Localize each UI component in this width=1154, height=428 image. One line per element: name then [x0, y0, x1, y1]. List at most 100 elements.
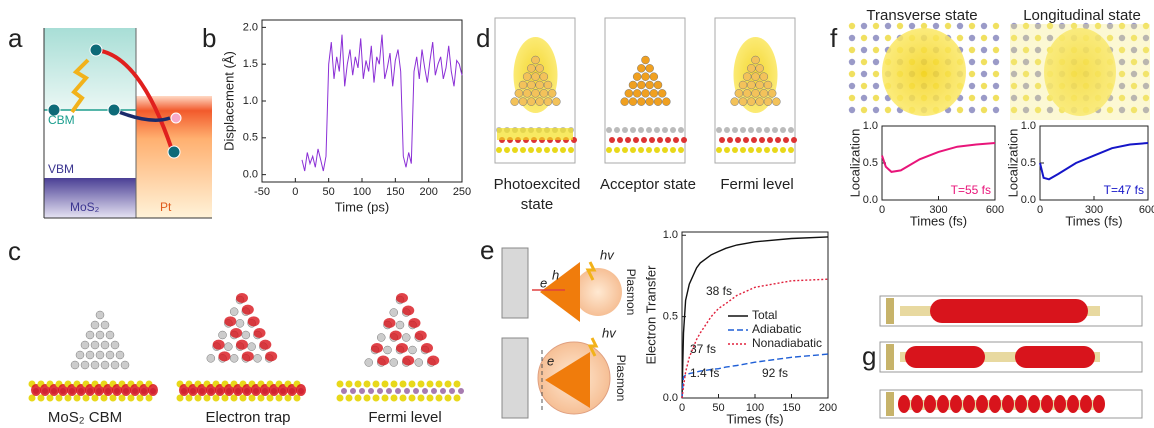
atom: [681, 137, 687, 143]
atom: [981, 59, 987, 65]
atom: [673, 137, 679, 143]
atom: [957, 23, 963, 29]
atom: [224, 343, 232, 351]
electrode: [886, 392, 894, 416]
atom: [993, 47, 999, 53]
atom: [791, 137, 797, 143]
panel-label: a: [8, 23, 23, 53]
atom: [111, 361, 119, 369]
annotation: T=55 fs: [951, 183, 991, 197]
atom: [752, 56, 760, 64]
atom: [751, 137, 757, 143]
density: [265, 351, 277, 361]
atom: [219, 331, 227, 339]
density: [396, 293, 408, 303]
atom: [873, 107, 879, 113]
atom: [540, 89, 548, 97]
diagram-label: e: [547, 353, 554, 368]
atom: [981, 23, 987, 29]
atom: [373, 381, 380, 388]
atom: [377, 388, 383, 394]
electrode: [886, 344, 894, 370]
atom: [768, 89, 776, 97]
density: [976, 395, 988, 413]
atom: [772, 147, 778, 153]
atom: [735, 89, 743, 97]
atom: [743, 73, 751, 81]
line-series: [302, 35, 462, 171]
legend-label: Total: [752, 308, 777, 322]
atom: [849, 35, 855, 41]
atom: [861, 47, 867, 53]
atom: [445, 381, 452, 388]
atom: [981, 83, 987, 89]
atom: [732, 147, 738, 153]
density: [219, 351, 231, 361]
atom: [382, 395, 389, 402]
atom: [969, 83, 975, 89]
y-axis-label: Electron Transfer: [643, 265, 658, 365]
atom: [71, 361, 79, 369]
atom: [724, 127, 730, 133]
atom: [654, 127, 660, 133]
atom: [957, 35, 963, 41]
atom: [230, 354, 238, 362]
x-tick-label: 200: [819, 402, 837, 414]
atom: [642, 73, 650, 81]
x-tick-label: 50: [323, 186, 335, 198]
y-axis-label: Localization: [1005, 129, 1020, 198]
atom: [622, 147, 628, 153]
atom: [625, 137, 631, 143]
atom: [395, 388, 401, 394]
atom: [81, 361, 89, 369]
atom: [849, 23, 855, 29]
atom: [422, 388, 428, 394]
atom: [873, 59, 879, 65]
atom: [359, 388, 365, 394]
atom: [885, 35, 891, 41]
atom: [527, 64, 535, 72]
atom: [364, 381, 371, 388]
atom: [739, 81, 747, 89]
x-tick-label: 600: [1139, 204, 1154, 216]
atom: [76, 351, 84, 359]
atom: [981, 35, 987, 41]
atom: [849, 107, 855, 113]
density: [930, 299, 1088, 323]
atom: [511, 98, 519, 106]
atom: [415, 359, 423, 367]
atom: [364, 395, 371, 402]
atom: [861, 71, 867, 77]
atom: [747, 81, 755, 89]
atom: [650, 89, 658, 97]
atom: [91, 361, 99, 369]
cluster: [540, 262, 580, 322]
atom: [638, 127, 644, 133]
atom: [748, 127, 754, 133]
atom: [496, 147, 502, 153]
atom: [404, 388, 410, 394]
atom: [993, 23, 999, 29]
atom: [536, 64, 544, 72]
atom: [646, 147, 652, 153]
x-tick-label: 150: [782, 402, 800, 414]
atom: [739, 98, 747, 106]
atom: [981, 71, 987, 77]
atom: [764, 98, 772, 106]
atom: [662, 127, 668, 133]
atom: [568, 147, 574, 153]
atom: [861, 23, 867, 29]
atom: [993, 83, 999, 89]
atom: [609, 137, 615, 143]
atom: [622, 127, 628, 133]
density: [882, 28, 966, 116]
atom: [625, 89, 633, 97]
atom: [515, 89, 523, 97]
caption: state: [521, 196, 554, 213]
atom: [873, 83, 879, 89]
atom: [606, 127, 612, 133]
atom: [544, 81, 552, 89]
title: Transverse state: [866, 7, 977, 24]
atom: [993, 59, 999, 65]
atom: [536, 81, 544, 89]
